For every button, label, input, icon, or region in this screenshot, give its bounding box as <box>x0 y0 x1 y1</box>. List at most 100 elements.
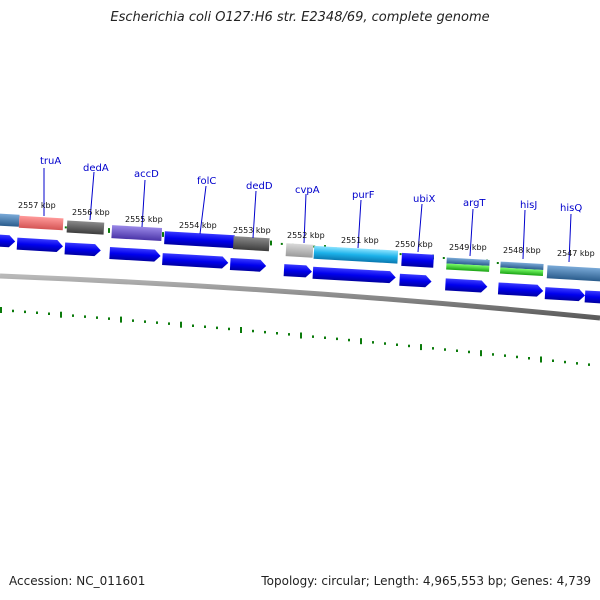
feature-block <box>0 213 20 227</box>
tick-mark <box>96 316 98 319</box>
gene-arrow <box>283 264 312 278</box>
tick-mark <box>0 307 2 313</box>
position-label: 2551 kbp <box>341 236 379 245</box>
tick-mark <box>204 325 206 328</box>
feature-block <box>285 243 314 258</box>
tick-mark <box>312 335 314 338</box>
tick-mark <box>432 347 434 350</box>
gene-label-argT: argT <box>463 198 486 209</box>
tick-mark <box>372 341 374 344</box>
gene-label-truA: truA <box>40 156 61 167</box>
gene-label-cvpA: cvpA <box>295 185 320 196</box>
gene-label-dedA: dedA <box>83 163 109 174</box>
feature-block <box>401 252 434 268</box>
tick-mark <box>270 240 272 246</box>
tick-mark <box>420 344 422 351</box>
tick-mark <box>576 362 578 365</box>
position-label: 2550 kbp <box>395 240 433 249</box>
feature-block <box>232 236 270 252</box>
tick-mark <box>348 338 350 342</box>
tick-mark <box>216 326 218 330</box>
gene-arrow <box>229 257 267 272</box>
tick-mark <box>496 262 499 264</box>
position-label: 2552 kbp <box>287 231 325 240</box>
tick-mark <box>280 242 283 245</box>
tick-mark <box>168 322 170 325</box>
gene-arrow <box>0 234 16 248</box>
gene-arrow <box>312 266 396 284</box>
tick-mark <box>384 342 386 345</box>
gene-arrow <box>16 237 63 252</box>
tick-mark <box>399 253 402 256</box>
gene-arrow <box>497 282 544 297</box>
tick-mark <box>120 316 122 323</box>
position-label: 2553 kbp <box>233 226 271 235</box>
feature-block <box>111 225 163 242</box>
gene-arrow <box>584 290 600 304</box>
feature-block <box>18 215 64 231</box>
tick-mark <box>442 257 445 259</box>
gene-arrow <box>544 287 586 302</box>
tick-mark <box>132 319 134 322</box>
tick-mark <box>60 311 62 318</box>
tick-mark <box>492 353 494 356</box>
tick-mark <box>64 226 67 229</box>
position-label-group: 2557 kbp 2556 kbp 2555 kbp 2554 kbp 2553… <box>18 201 595 258</box>
feature-block <box>164 231 235 249</box>
gene-label-folC: folC <box>197 176 216 187</box>
gene-label-hisQ: hisQ <box>560 203 582 214</box>
tick-mark <box>108 228 110 233</box>
position-label: 2549 kbp <box>449 243 487 252</box>
feature-block <box>66 220 105 235</box>
tick-mark <box>24 310 26 314</box>
gene-arrow <box>64 242 101 257</box>
tick-mark <box>516 355 518 359</box>
tick-mark <box>252 329 254 333</box>
position-label: 2547 kbp <box>557 249 595 258</box>
tick-mark <box>480 350 482 357</box>
gene-label-purF: purF <box>352 190 375 201</box>
tick-mark <box>276 332 278 335</box>
tick-mark <box>504 354 506 357</box>
map-title: Escherichia coli O127:H6 str. E2348/69, … <box>110 10 490 25</box>
gene-label-dedD: dedD <box>246 181 273 192</box>
tick-mark <box>228 327 230 331</box>
tick-mark <box>360 338 362 345</box>
gene-arrow <box>399 273 432 288</box>
tick-mark <box>108 317 110 320</box>
feature-block <box>446 263 490 272</box>
feature-block <box>313 245 399 264</box>
tick-mark <box>180 321 182 328</box>
gene-arrow <box>445 278 488 293</box>
tick-mark <box>288 333 290 336</box>
tick-mark <box>313 245 316 248</box>
gene-arrow <box>109 247 161 262</box>
tick-mark <box>588 363 590 366</box>
feature-block <box>500 261 544 271</box>
position-label: 2554 kbp <box>179 221 217 230</box>
tick-mark <box>324 336 326 339</box>
outer-tick-row <box>0 307 590 366</box>
gene-arrow <box>162 253 229 269</box>
gene-label-group: truA dedA accD folC dedD cvpA purF ubiX … <box>40 156 582 263</box>
tick-mark <box>468 350 470 354</box>
feature-block <box>446 257 490 266</box>
tick-mark <box>456 349 458 352</box>
tick-mark <box>84 315 86 318</box>
tick-mark <box>264 330 266 334</box>
gene-label-hisJ: hisJ <box>520 200 537 211</box>
position-label: 2548 kbp <box>503 246 541 255</box>
feature-block <box>499 267 544 277</box>
tick-mark <box>72 314 74 317</box>
feature-block <box>546 265 600 282</box>
tick-mark <box>552 359 554 362</box>
tick-mark <box>36 311 38 314</box>
accession-text: Accession: NC_011601 <box>9 574 146 588</box>
genome-backbone <box>0 273 600 321</box>
tick-mark <box>528 357 530 360</box>
tick-mark <box>300 332 302 339</box>
position-label: 2557 kbp <box>18 201 56 210</box>
tick-mark <box>192 324 194 327</box>
tick-mark <box>144 320 146 323</box>
